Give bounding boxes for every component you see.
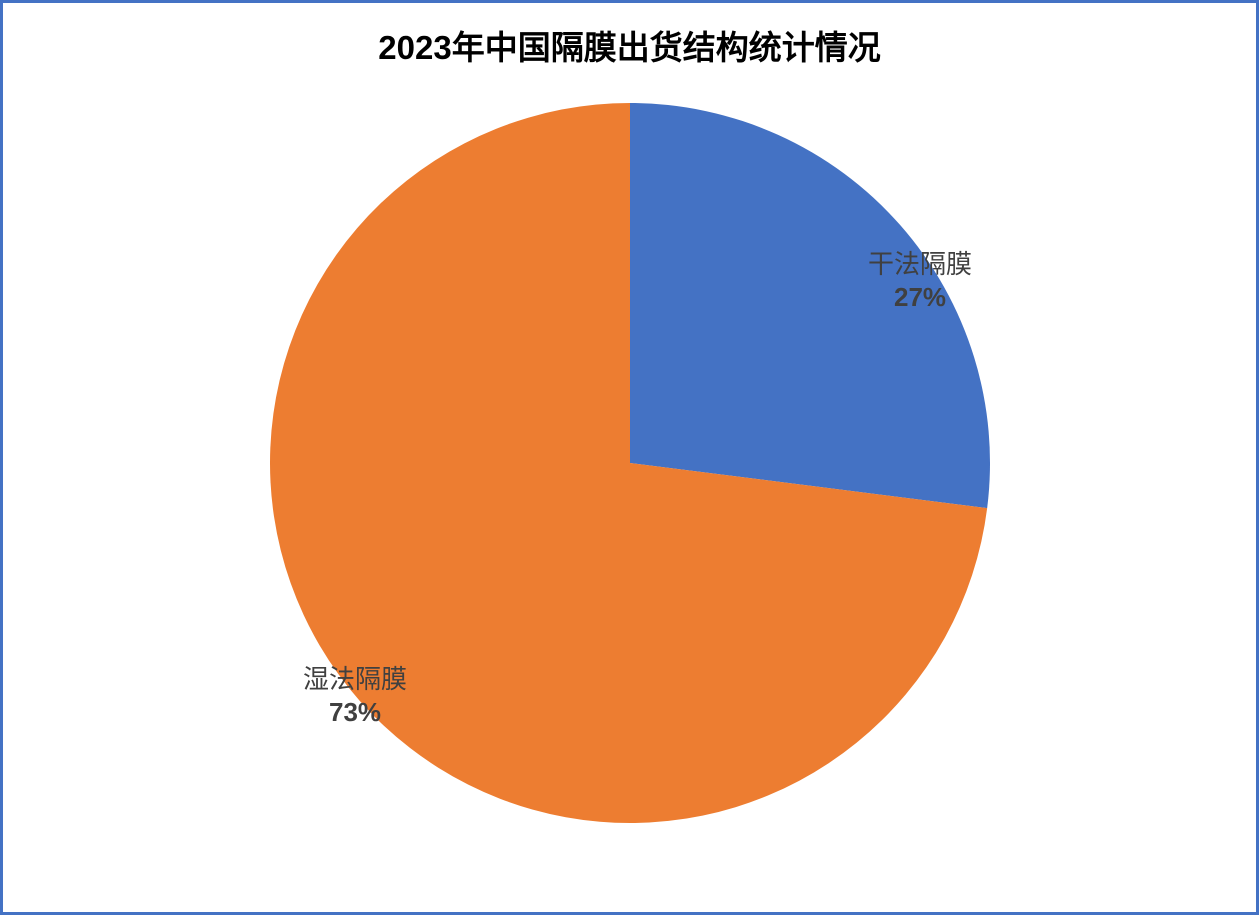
- slice-percent-0: 27%: [868, 281, 972, 314]
- slice-label-0: 干法隔膜 27%: [868, 248, 972, 313]
- slice-percent-1: 73%: [303, 696, 407, 729]
- chart-title: 2023年中国隔膜出货结构统计情况: [3, 21, 1256, 69]
- slice-name-0: 干法隔膜: [868, 248, 972, 281]
- slice-name-1: 湿法隔膜: [303, 663, 407, 696]
- slice-label-1: 湿法隔膜 73%: [303, 663, 407, 728]
- chart-frame: 2023年中国隔膜出货结构统计情况 干法隔膜 27% 湿法隔膜 73%: [0, 0, 1259, 915]
